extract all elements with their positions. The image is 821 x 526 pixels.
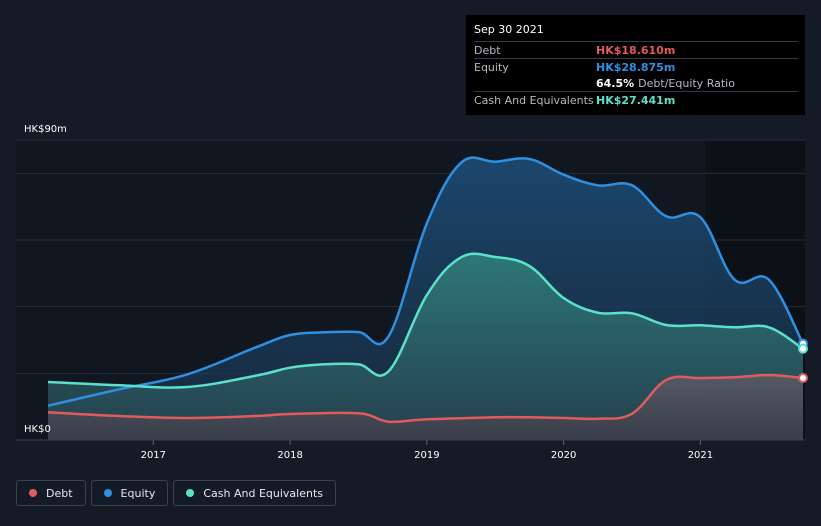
x-tick-label-2017: 2017 [141,450,166,461]
tooltip-ratio-value: 64.5% [596,76,635,90]
debt-area [48,374,803,440]
cash-area [48,253,803,440]
series-end-markers [798,338,808,383]
legend-item-cash[interactable]: Cash And Equivalents [173,480,336,506]
x-tick-label-2020: 2020 [551,450,576,461]
legend-dot-cash [186,489,195,497]
y-axis-top-label: HK$90m [24,124,67,135]
legend-label-debt: Debt [46,486,73,500]
legend-dot-debt [29,489,37,497]
tooltip-debt-label: Debt [474,43,501,57]
legend-item-equity[interactable]: Equity [90,480,169,506]
debt-end-marker [798,373,808,383]
cash-line [47,252,804,389]
tooltip-cash-value: HK$27.441m [596,93,676,107]
debt-line [47,373,804,424]
tooltip-row-equity: Equity HK$28.875m [474,58,798,75]
x-axis: 2017 2018 2019 2020 2021 [16,439,805,461]
tooltip-ratio-label: Debt/Equity Ratio [638,76,735,90]
chart-legend: Debt Equity Cash And Equivalents [16,480,336,506]
x-tick-label-2019: 2019 [414,450,439,461]
cash-end-marker [798,343,808,354]
y-axis-bottom-label: HK$0 [24,424,51,435]
tooltip-equity-value: HK$28.875m [596,60,676,74]
legend-item-debt[interactable]: Debt [16,480,86,506]
tooltip-row-ratio: 64.5% Debt/Equity Ratio [474,75,798,91]
equity-line [47,156,805,407]
tooltip-row-debt: Debt HK$18.610m [474,41,798,58]
x-tick-label-2021: 2021 [688,450,713,461]
tooltip-row-cash: Cash And Equivalents HK$27.441m [474,91,798,108]
tooltip-debt-value: HK$18.610m [596,43,676,57]
tooltip-date: Sep 30 2021 [474,23,544,36]
legend-dot-equity [103,489,112,497]
legend-label-equity: Equity [120,486,156,500]
tooltip-equity-label: Equity [474,60,509,74]
tooltip-panel: Sep 30 2021 Debt HK$18.610m Equity HK$28… [466,15,805,115]
x-tick-label-2018: 2018 [277,450,302,461]
legend-label-cash: Cash And Equivalents [203,486,323,500]
series-lines [47,156,805,424]
tooltip-cash-label: Cash And Equivalents [474,93,594,107]
